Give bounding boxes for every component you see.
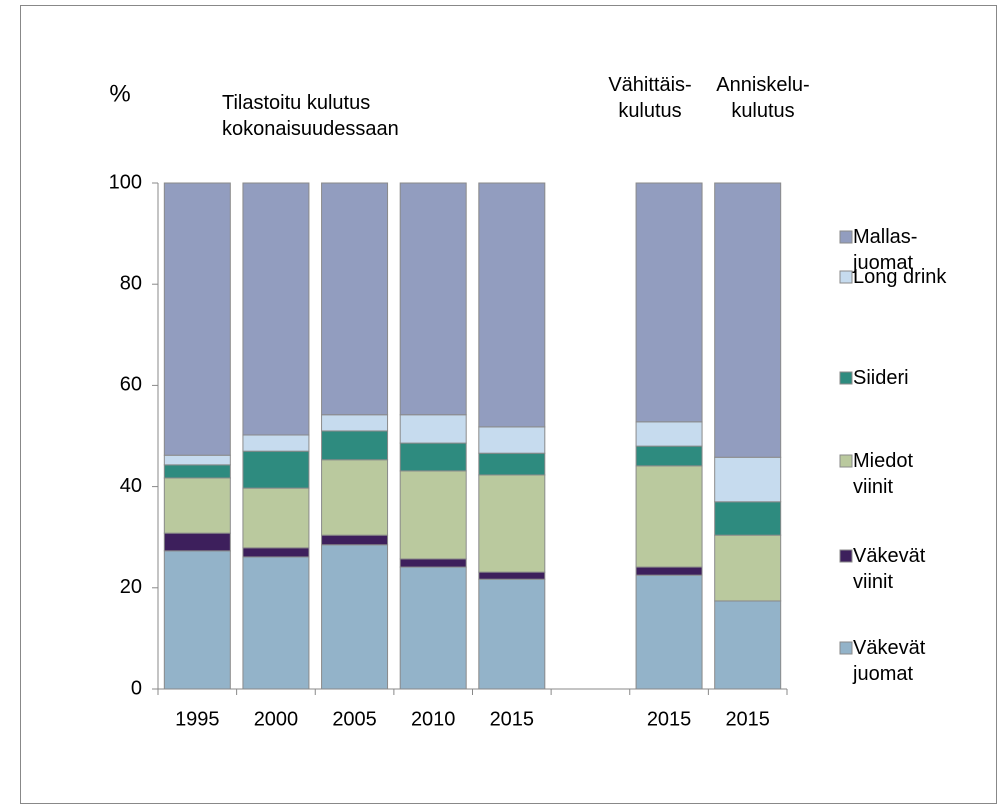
y-tick-label: 0 xyxy=(131,677,142,699)
bar-segment xyxy=(399,442,467,472)
bar-segment xyxy=(163,182,231,456)
bar-segment xyxy=(478,182,546,428)
bar-segment xyxy=(478,578,546,690)
legend-swatch xyxy=(839,454,853,468)
bar-segment xyxy=(163,532,231,552)
bar-segment xyxy=(635,445,703,467)
y-tick-label: 60 xyxy=(120,374,142,396)
legend-label: Mallas- juomat xyxy=(853,226,918,274)
bar-segment xyxy=(321,459,389,536)
legend-swatch xyxy=(839,270,853,284)
bar-segment xyxy=(163,477,231,534)
y-tick-label: 40 xyxy=(120,475,142,497)
x-tick-label: 2015 xyxy=(647,708,692,730)
bar-segment xyxy=(714,600,782,690)
bar-segment xyxy=(242,556,310,690)
bar-segment xyxy=(321,544,389,690)
bar-segment xyxy=(399,414,467,444)
y-tick-label: 80 xyxy=(120,272,142,294)
legend-label: Miedot viinit xyxy=(853,450,914,498)
legend-swatch xyxy=(839,641,853,655)
x-tick-label: 2010 xyxy=(411,708,456,730)
chart-border xyxy=(20,5,997,804)
bar-segment xyxy=(478,452,546,476)
bar-segment xyxy=(478,474,546,573)
bar-segment xyxy=(242,487,310,549)
legend-swatch xyxy=(839,230,853,244)
bar-segment xyxy=(242,547,310,558)
bar-segment xyxy=(163,464,231,479)
bar-segment xyxy=(635,421,703,447)
bar-segment xyxy=(242,434,310,452)
bar-segment xyxy=(635,574,703,690)
y-tick-label: 100 xyxy=(109,171,142,193)
legend-swatch xyxy=(839,549,853,563)
bar-segment xyxy=(163,550,231,690)
bar-segment xyxy=(399,558,467,568)
legend-swatch xyxy=(839,371,853,385)
y-axis-label: % xyxy=(109,80,130,107)
annotation: Tilastoitu kulutus kokonaisuudessaan xyxy=(222,92,399,140)
bar-segment xyxy=(163,454,231,466)
bar-segment xyxy=(321,534,389,546)
x-tick-label: 2005 xyxy=(332,708,377,730)
legend-label: Väkevät viinit xyxy=(853,545,926,593)
y-tick-label: 20 xyxy=(120,576,142,598)
x-tick-label: 2015 xyxy=(490,708,535,730)
x-tick-label: 1995 xyxy=(175,708,220,730)
bar-segment xyxy=(321,414,389,432)
bar-segment xyxy=(399,470,467,560)
bar-segment xyxy=(714,501,782,536)
x-tick-label: 2000 xyxy=(254,708,299,730)
bar-segment xyxy=(242,450,310,489)
bar-segment xyxy=(399,182,467,416)
bar-segment xyxy=(635,465,703,568)
bar-segment xyxy=(714,182,782,458)
bar-segment xyxy=(635,182,703,423)
annotation: Anniskelu- kulutus xyxy=(716,74,810,122)
legend-label: Siideri xyxy=(853,367,909,389)
bar-segment xyxy=(714,534,782,602)
bar-segment xyxy=(321,182,389,416)
bar-segment xyxy=(399,566,467,690)
x-tick-label: 2015 xyxy=(725,708,770,730)
bar-segment xyxy=(714,456,782,503)
bar-segment xyxy=(478,426,546,454)
annotation: Vähittäis- kulutus xyxy=(608,74,692,122)
legend-label: Väkevät juomat xyxy=(853,637,926,685)
bar-segment xyxy=(478,571,546,580)
bar-segment xyxy=(635,566,703,576)
bar-segment xyxy=(321,430,389,461)
legend-label: Long drink xyxy=(853,266,947,288)
bar-segment xyxy=(242,182,310,436)
